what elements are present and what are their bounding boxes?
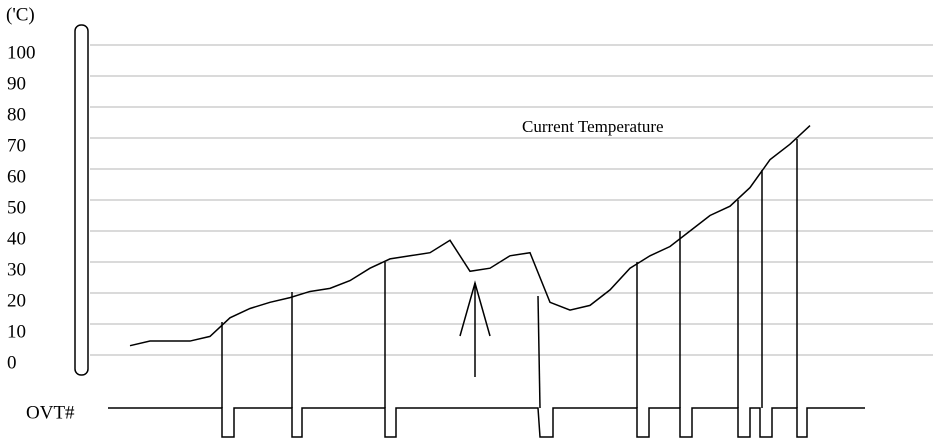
y-tick-label: 40 (7, 228, 26, 249)
trigger-line (537, 295, 541, 409)
y-tick-label: 30 (7, 259, 26, 280)
y-tick-label: 60 (7, 166, 26, 187)
y-tick-label: 50 (7, 197, 26, 218)
y-tick-label: 10 (7, 321, 26, 342)
y-tick-label: 0 (7, 352, 17, 373)
y-tick-label: 100 (7, 42, 36, 63)
annotation: Current Temperature (522, 117, 664, 136)
ovt-waveform (108, 407, 865, 438)
signal-label: OVT# (26, 402, 75, 423)
y-tick-label: 90 (7, 73, 26, 94)
y-tick-label: 70 (7, 135, 26, 156)
y-axis-label: ('C) (6, 4, 35, 25)
ovt-signal (108, 139, 865, 438)
y-tick-label: 20 (7, 290, 26, 311)
y-tick-label: 80 (7, 104, 26, 125)
axis-bar (74, 24, 89, 376)
arrow-head (459, 280, 491, 337)
temperature-line (129, 125, 811, 347)
